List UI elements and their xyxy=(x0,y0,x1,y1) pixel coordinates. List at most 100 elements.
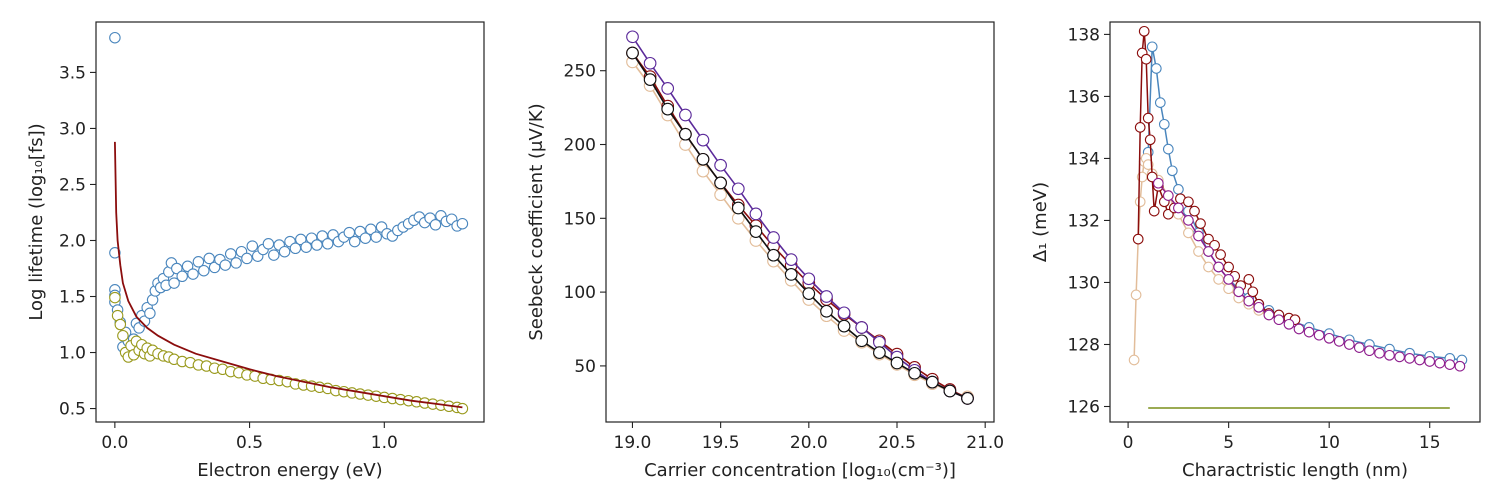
x-tick-label: 21.0 xyxy=(966,433,1004,453)
data-point xyxy=(181,260,194,273)
data-point xyxy=(661,82,675,95)
y-tick-label: 3.0 xyxy=(59,119,86,139)
y-tick-label: 128 xyxy=(1068,335,1100,355)
y-tick-label: 1.5 xyxy=(59,288,86,308)
data-point xyxy=(219,259,232,271)
data-point xyxy=(855,321,869,334)
x-tick-label: 20.0 xyxy=(790,433,828,453)
data-point xyxy=(1203,246,1214,257)
data-point xyxy=(348,235,361,248)
data-point xyxy=(749,207,763,221)
data-point xyxy=(1384,349,1395,361)
y-axis-title: Seebeck coefficient (μV/K) xyxy=(526,103,547,340)
data-point xyxy=(268,249,280,261)
x-tick-label: 19.0 xyxy=(614,433,652,453)
data-point xyxy=(820,304,833,318)
data-point xyxy=(714,158,727,172)
data-point xyxy=(241,252,253,265)
data-point xyxy=(117,329,129,342)
data-point xyxy=(456,402,469,415)
data-point xyxy=(908,366,921,380)
data-point xyxy=(1313,329,1325,341)
data-point xyxy=(1404,353,1415,364)
x-tick-label: 19.5 xyxy=(702,433,740,453)
data-point xyxy=(679,127,692,141)
data-point xyxy=(1333,336,1345,347)
data-point xyxy=(731,182,745,196)
data-point xyxy=(767,248,780,262)
y-axis-title: Log lifetime (log₁₀[fs]) xyxy=(26,123,47,320)
y-tick-label: 134 xyxy=(1068,149,1100,169)
data-point xyxy=(1243,295,1255,307)
series-line xyxy=(631,52,968,400)
x-tick-label: 1.0 xyxy=(371,433,398,453)
y-tick-label: 126 xyxy=(1068,397,1100,417)
data-point xyxy=(114,318,127,331)
axes-frame xyxy=(1109,21,1481,423)
x-tick-label: 15 xyxy=(1419,433,1441,453)
data-point xyxy=(679,108,692,122)
x-tick-label: 10 xyxy=(1318,433,1340,453)
data-point xyxy=(890,356,904,370)
y-tick-label: 3.5 xyxy=(59,63,86,83)
data-point xyxy=(820,290,833,303)
data-point xyxy=(1154,97,1166,108)
plot-area xyxy=(626,30,974,405)
data-point xyxy=(1193,230,1204,242)
data-point xyxy=(1134,196,1146,208)
data-point xyxy=(1173,184,1184,195)
data-point xyxy=(855,334,869,348)
data-point xyxy=(696,133,710,147)
y-tick-label: 0.5 xyxy=(59,400,86,420)
y-tick-label: 150 xyxy=(564,209,596,229)
data-point xyxy=(1189,205,1200,217)
data-point xyxy=(370,231,382,243)
data-point xyxy=(1132,233,1144,245)
data-point xyxy=(1152,177,1164,189)
y-tick-label: 1.0 xyxy=(59,344,86,364)
data-point xyxy=(749,225,763,238)
data-point xyxy=(1148,205,1160,217)
data-point xyxy=(696,152,710,166)
data-point xyxy=(873,346,886,359)
data-point xyxy=(1273,314,1285,326)
axes-frame xyxy=(605,21,995,423)
data-point xyxy=(784,268,798,281)
seebeck-panel: 19.0 19.5 20.0 20.5 21.0 50 100 150 200 250 Carrie… xyxy=(526,21,1004,481)
data-point xyxy=(1213,261,1224,273)
plot-area xyxy=(109,31,469,415)
x-tick-label: 5 xyxy=(1223,433,1234,453)
data-point xyxy=(1323,332,1335,344)
data-point xyxy=(1394,351,1405,363)
data-point xyxy=(802,272,816,286)
y-tick-label: 132 xyxy=(1068,211,1100,231)
data-point xyxy=(1263,309,1275,321)
y-tick-label: 250 xyxy=(564,62,596,82)
lifetime-panel: 0.0 0.5 1.0 0.5 1.0 1.5 2.0 2.5 3.0 3.5 Electron e… xyxy=(26,21,485,481)
data-point xyxy=(643,73,657,86)
data-point xyxy=(246,240,259,252)
data-point xyxy=(802,287,816,300)
data-point xyxy=(171,262,183,275)
x-axis-title: Charactristic length (nm) xyxy=(1182,460,1408,481)
series-line xyxy=(631,36,968,400)
data-point xyxy=(1353,342,1365,353)
data-point xyxy=(429,219,442,231)
data-point xyxy=(925,375,939,389)
data-point xyxy=(1223,283,1234,295)
x-tick-label: 20.5 xyxy=(878,433,916,453)
data-point xyxy=(1283,318,1295,330)
y-axis-title: Δ₁ (meV) xyxy=(1030,182,1051,262)
data-point xyxy=(626,46,639,60)
data-point xyxy=(321,238,334,250)
y-tick-label: 130 xyxy=(1068,273,1100,293)
plot-area xyxy=(1128,25,1468,409)
series-line xyxy=(1157,182,1461,367)
data-point xyxy=(365,223,377,236)
data-point xyxy=(1247,286,1259,298)
data-point xyxy=(1293,323,1305,335)
data-point xyxy=(1364,345,1375,357)
x-tick-label: 0 xyxy=(1123,433,1134,453)
y-tick-label: 136 xyxy=(1068,87,1100,107)
